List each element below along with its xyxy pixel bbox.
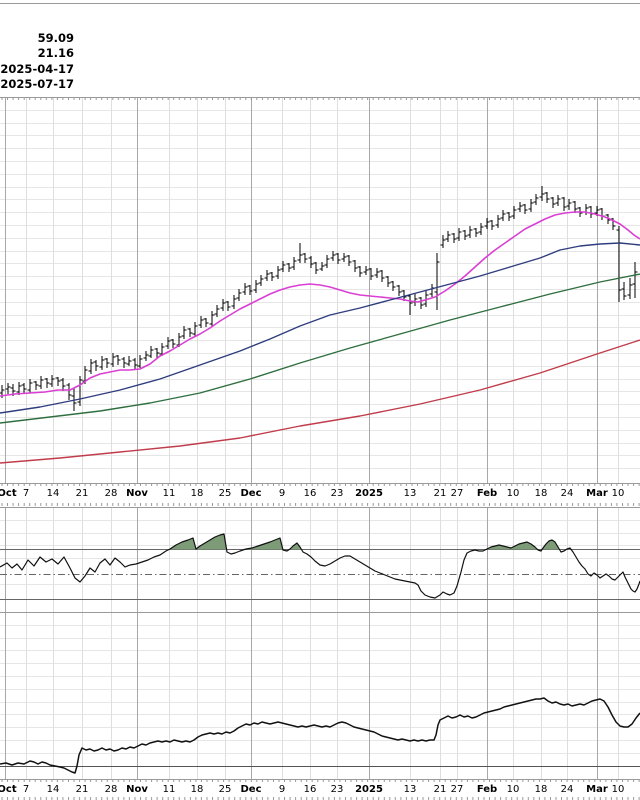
top-axis-label: 18 [191, 488, 204, 499]
legend-date-1: s: 2025-04-17 [0, 61, 74, 76]
bottom-axis-label: 9 [279, 784, 285, 795]
daily-ticks [1, 779, 640, 782]
top-axis-label: 28 [105, 488, 118, 499]
bottom-axis-label: Nov [126, 784, 148, 795]
bottom-axis-label: 24 [561, 784, 574, 795]
legend-value-2: 21.16 [37, 46, 74, 61]
bottom-axis-label: 7 [23, 784, 29, 795]
top-axis-label: 16 [304, 488, 317, 499]
indicator-line [0, 697, 640, 774]
bottom-axis-label: 27 [451, 784, 464, 795]
bottom-axis-label: Mar [586, 784, 608, 795]
oscillator-line [0, 533, 640, 599]
top-axis-label: 10 [612, 488, 625, 499]
top-axis-label: 14 [47, 488, 60, 499]
legend-date-2: s: 2025-07-17 [0, 76, 74, 91]
top-axis-label: 27 [451, 488, 464, 499]
legend: 59.09 21.16 s: 2025-04-17 s: 2025-07-17 [0, 31, 74, 92]
top-axis-label: Nov [126, 488, 148, 499]
oscillator-fill [0, 534, 640, 550]
top-axis-label: 9 [279, 488, 285, 499]
bottom-axis-label: 28 [105, 784, 118, 795]
bottom-axis-label: Dec [240, 784, 261, 795]
top-axis-label: 23 [331, 488, 344, 499]
bottom-axis-label: 21 [434, 784, 447, 795]
ma-mid [0, 242, 640, 414]
legend-value-1: 59.09 [37, 31, 74, 45]
bottom-axis-label: 23 [331, 784, 344, 795]
daily-ticks [1, 503, 640, 506]
bottom-axis-label: 16 [304, 784, 317, 795]
top-axis-label: Dec [240, 488, 261, 499]
top-axis-label: 18 [535, 488, 548, 499]
bottom-axis-label: 10 [507, 784, 520, 795]
daily-ticks [1, 97, 640, 100]
top-axis-label: 10 [507, 488, 520, 499]
bottom-axis-label: 10 [612, 784, 625, 795]
bottom-axis-label: 18 [535, 784, 548, 795]
top-axis-label: 2025 [355, 488, 383, 499]
top-axis-label: 11 [163, 488, 176, 499]
bottom-axis-label: 25 [219, 784, 232, 795]
top-axis-label: Feb [477, 488, 497, 499]
bottom-axis-label: 11 [163, 784, 176, 795]
top-axis-label: Oct [0, 488, 17, 499]
top-axis-label: 25 [219, 488, 232, 499]
ohlc-bars [0, 186, 638, 411]
top-axis-label: 7 [23, 488, 29, 499]
top-axis-label: 21 [434, 488, 447, 499]
daily-ticks [1, 797, 640, 800]
top-axis-label: 13 [404, 488, 417, 499]
top-axis-label: Mar [586, 488, 608, 499]
bottom-axis-label: 21 [76, 784, 89, 795]
bottom-axis-label: Oct [0, 784, 17, 795]
bottom-axis-label: 2025 [355, 784, 383, 795]
daily-ticks [1, 483, 640, 486]
ma-slow [0, 273, 640, 424]
bottom-axis-label: 18 [191, 784, 204, 795]
bottom-axis-label: 13 [404, 784, 417, 795]
ma-fast [0, 211, 640, 397]
ma-long [0, 339, 640, 464]
bottom-axis-label: Feb [477, 784, 497, 795]
top-axis-label: 21 [76, 488, 89, 499]
top-axis-label: 24 [561, 488, 574, 499]
bottom-axis-label: 14 [47, 784, 60, 795]
